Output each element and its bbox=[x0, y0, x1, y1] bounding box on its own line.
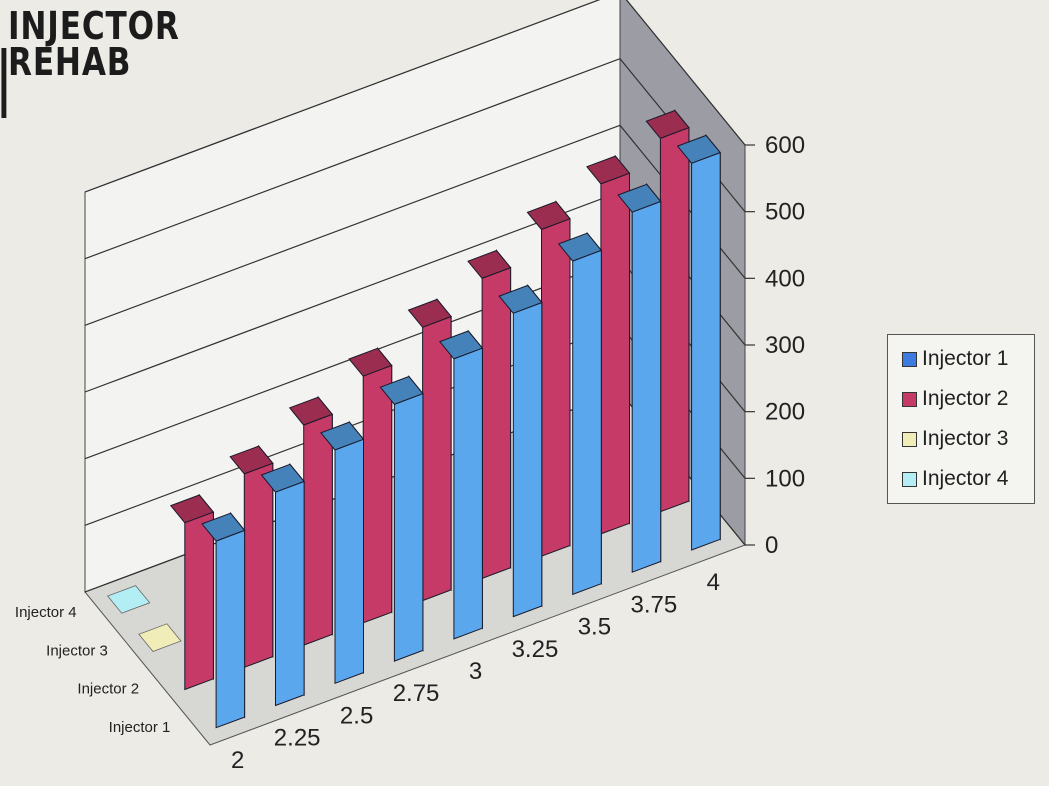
y-tick-label: 100 bbox=[765, 465, 805, 492]
bar-front-face bbox=[303, 413, 333, 646]
x-tick-label: 3.75 bbox=[630, 591, 677, 618]
bar-injector-1-2.25 bbox=[260, 462, 305, 707]
y-axis-ticks: 0 100 200 300 400 500 600 bbox=[745, 132, 805, 559]
legend-item-injector-1: Injector 1 bbox=[902, 339, 1034, 379]
y-tick-label: 0 bbox=[765, 532, 778, 559]
depth-axis-labels: Injector 1 Injector 2 Injector 3 Injector 4 bbox=[15, 604, 170, 736]
x-axis-labels: 2 2.25 2.5 2.75 3 3.25 3.5 3.75 4 bbox=[231, 569, 720, 774]
depth-label: Injector 2 bbox=[77, 681, 139, 698]
legend-item-injector-4: Injector 4 bbox=[902, 459, 1034, 499]
injector-rehab-logo: INJECTOR REHAB bbox=[1, 4, 180, 118]
bar-front-face bbox=[691, 151, 721, 551]
bar-front-face bbox=[541, 218, 571, 557]
bar-injector-2-2.25 bbox=[229, 444, 274, 669]
legend-label: Injector 1 bbox=[922, 347, 1009, 370]
legend-item-injector-2: Injector 2 bbox=[902, 379, 1034, 419]
bar-injector-2-3 bbox=[407, 297, 452, 602]
bar-injector-2-3.25 bbox=[467, 249, 512, 580]
logo-line-2: REHAB bbox=[8, 40, 132, 84]
bar-front-face bbox=[453, 347, 483, 640]
floor-marker-injector-3 bbox=[138, 623, 182, 652]
bar-injector-2-3.5 bbox=[526, 200, 571, 557]
bar-injector-2-2.75 bbox=[348, 346, 393, 624]
bar-injector-1-2 bbox=[201, 511, 246, 729]
depth-label: Injector 3 bbox=[46, 642, 108, 659]
bar-front-face bbox=[393, 392, 424, 662]
bar-injector-1-3.75 bbox=[617, 182, 662, 573]
x-tick-label: 3.5 bbox=[578, 614, 611, 641]
logo-bar bbox=[1, 48, 7, 118]
legend-label: Injector 2 bbox=[922, 387, 1009, 410]
x-tick-label: 4 bbox=[707, 569, 720, 596]
bar-front-face bbox=[275, 480, 305, 707]
bar-front-face bbox=[481, 266, 512, 580]
gridline bbox=[84, 0, 746, 193]
chart-legend: Injector 1 Injector 2 Injector 3 Injecto… bbox=[887, 334, 1035, 504]
bar-front-face bbox=[572, 249, 602, 596]
y-tick-label: 600 bbox=[765, 132, 805, 159]
bar-front-face bbox=[659, 126, 690, 513]
chart-bars bbox=[107, 109, 722, 729]
depth-label: Injector 1 bbox=[109, 719, 171, 736]
y-tick-label: 400 bbox=[765, 265, 805, 292]
x-tick-label: 2.25 bbox=[274, 725, 321, 752]
bar-injector-2-2.5 bbox=[288, 395, 334, 646]
bar-front-face bbox=[600, 172, 630, 535]
bar-injector-1-3.25 bbox=[498, 283, 543, 618]
bar-front-face bbox=[334, 438, 364, 685]
bar-injector-1-2.75 bbox=[379, 375, 424, 662]
bar-injector-1-3.5 bbox=[557, 231, 603, 596]
logo-line-1: INJECTOR bbox=[8, 4, 180, 48]
bar-front-face bbox=[184, 511, 214, 691]
legend-swatch bbox=[902, 351, 917, 367]
bar-injector-1-3 bbox=[438, 329, 484, 640]
legend-label: Injector 4 bbox=[922, 467, 1009, 490]
legend-item-injector-3: Injector 3 bbox=[902, 419, 1034, 459]
x-tick-label: 2.5 bbox=[340, 702, 373, 729]
bar-injector-1-2.5 bbox=[320, 420, 365, 685]
bar-front-face bbox=[243, 462, 274, 669]
legend-swatch bbox=[902, 431, 917, 447]
bar-front-face bbox=[362, 364, 393, 624]
y-tick-label: 500 bbox=[765, 199, 805, 226]
x-tick-label: 3.25 bbox=[512, 636, 559, 663]
floor-marker-injector-4 bbox=[107, 585, 151, 614]
legend-swatch bbox=[902, 391, 917, 407]
bar-injector-2-4 bbox=[645, 109, 690, 513]
y-tick-label: 200 bbox=[765, 399, 805, 426]
legend-swatch bbox=[902, 471, 917, 487]
x-tick-label: 3 bbox=[469, 658, 482, 685]
bar-injector-2-3.75 bbox=[586, 154, 631, 535]
bar-front-face bbox=[631, 200, 662, 573]
bar-injector-2-2 bbox=[169, 493, 215, 691]
legend-label: Injector 3 bbox=[922, 427, 1009, 450]
bar-front-face bbox=[215, 529, 246, 729]
bar-injector-1-4 bbox=[676, 134, 722, 551]
depth-label: Injector 4 bbox=[15, 604, 77, 621]
bar-front-face bbox=[422, 315, 452, 602]
bar-front-face bbox=[512, 301, 543, 618]
y-tick-label: 300 bbox=[765, 332, 805, 359]
x-tick-label: 2.75 bbox=[393, 680, 440, 707]
x-tick-label: 2 bbox=[231, 747, 244, 774]
